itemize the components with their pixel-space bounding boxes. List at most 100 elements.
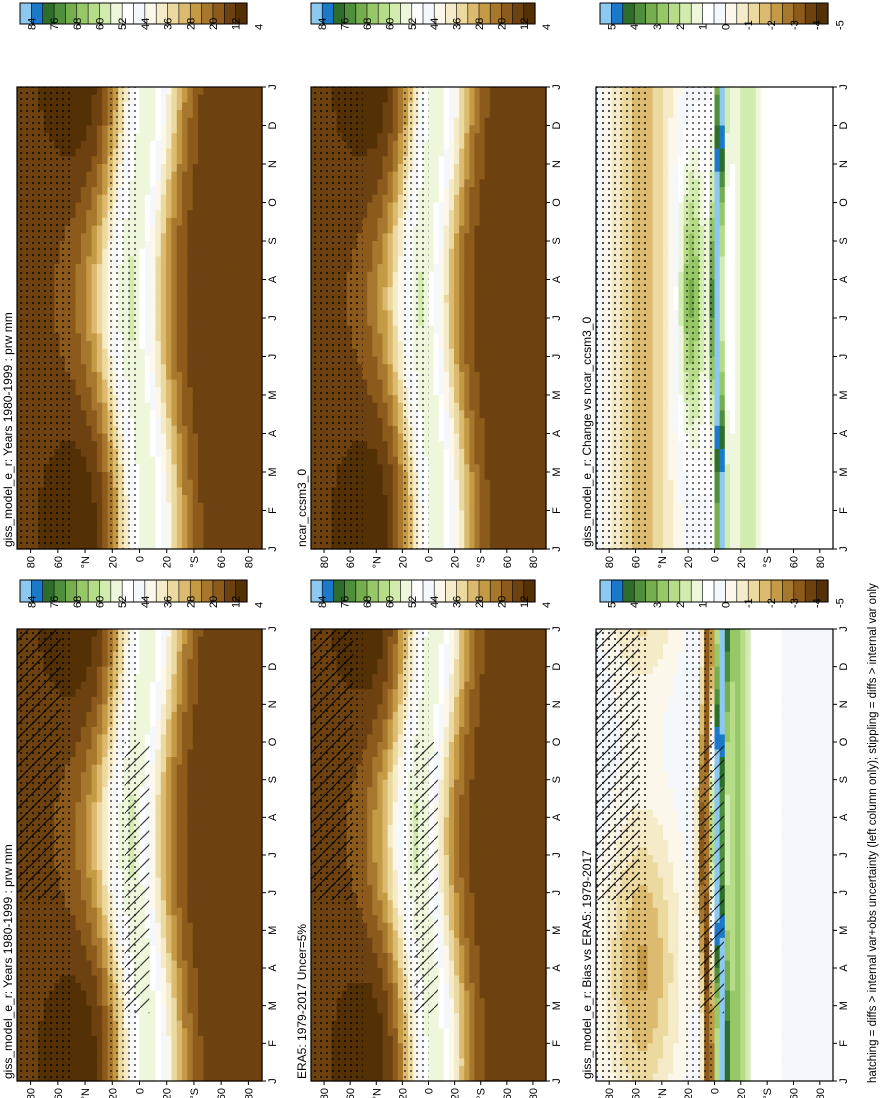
lat-tick-label: 20: [162, 1088, 174, 1098]
heatmap-cell: [80, 711, 87, 720]
heatmap-cell: [160, 960, 167, 969]
heatmap-cell: [155, 734, 162, 743]
heatmap-cell: [187, 734, 194, 743]
heatmap-cell: [91, 487, 98, 496]
heatmap-cell: [150, 256, 157, 265]
heatmap-cell: [187, 325, 194, 334]
heatmap-cell: [144, 425, 151, 435]
heatmap-cell: [203, 764, 210, 773]
heatmap-cell: [91, 395, 98, 404]
heatmap-cell: [102, 666, 109, 675]
heatmap-cell: [166, 907, 173, 916]
heatmap-cell: [235, 636, 242, 645]
heatmap-cell: [70, 318, 77, 327]
heatmap-cell: [155, 456, 162, 465]
heatmap-cell: [219, 937, 226, 946]
heatmap-cell: [70, 164, 77, 173]
heatmap-cell: [187, 975, 194, 984]
heatmap-cell: [91, 975, 98, 984]
heatmap-cell: [230, 1065, 236, 1075]
heatmap-cell: [219, 847, 226, 856]
heatmap-cell: [70, 772, 77, 781]
heatmap-cell: [150, 922, 157, 931]
heatmap-cell: [208, 885, 215, 894]
heatmap-cell: [96, 87, 103, 96]
heatmap-cell: [176, 518, 183, 527]
heatmap-cell: [155, 1065, 162, 1075]
heatmap-cell: [251, 847, 258, 856]
heatmap-cell: [235, 787, 242, 796]
heatmap-cell: [235, 885, 242, 894]
heatmap-cell: [214, 809, 220, 818]
heatmap-cell: [166, 256, 173, 265]
heatmap-cell: [96, 696, 103, 705]
heatmap-cell: [150, 102, 157, 111]
heatmap-cell: [150, 1013, 157, 1022]
heatmap-cell: [96, 533, 103, 542]
heatmap-cell: [208, 704, 215, 713]
heatmap-cell: [171, 187, 178, 196]
heatmap-cell: [96, 102, 103, 111]
heatmap-cell: [176, 448, 183, 458]
heatmap-cell: [155, 441, 162, 450]
heatmap-cell: [182, 395, 189, 404]
heatmap-cell: [166, 395, 173, 404]
heatmap-cell: [176, 809, 183, 818]
heatmap-cell: [139, 502, 146, 512]
heatmap-cell: [96, 1020, 103, 1029]
heatmap-cell: [187, 907, 194, 916]
heatmap-cell: [246, 960, 252, 969]
heatmap-cell: [176, 248, 183, 257]
heatmap-cell: [230, 930, 236, 939]
heatmap-cell: [192, 364, 199, 373]
heatmap-cell: [91, 666, 98, 675]
heatmap-cell: [86, 847, 93, 856]
heatmap-cell: [240, 749, 247, 758]
heatmap-cell: [198, 302, 205, 311]
heatmap-cell: [75, 341, 82, 350]
heatmap-cell: [150, 719, 157, 728]
heatmap-cell: [91, 387, 98, 396]
heatmap-cell: [86, 472, 93, 481]
heatmap-cell: [144, 726, 151, 736]
heatmap-cell: [155, 148, 162, 157]
heatmap-cell: [144, 395, 151, 404]
heatmap-cell: [240, 983, 247, 992]
heatmap-cell: [187, 479, 194, 488]
heatmap-cell: [166, 659, 173, 668]
heatmap-cell: [80, 922, 87, 931]
heatmap-cell: [246, 629, 252, 638]
heatmap-cell: [240, 742, 247, 751]
heatmap-cell: [203, 779, 210, 788]
heatmap-cell: [155, 862, 162, 871]
heatmap-cell: [256, 915, 263, 924]
heatmap-cell: [182, 456, 189, 465]
heatmap-cell: [203, 94, 210, 103]
heatmap-cell: [96, 179, 103, 188]
heatmap-cell: [139, 456, 146, 465]
heatmap-cell: [224, 757, 231, 766]
heatmap-cell: [246, 824, 252, 833]
heatmap-cell: [187, 877, 194, 886]
heatmap-cell: [102, 341, 109, 350]
heatmap-cell: [251, 839, 258, 849]
heatmap-cell: [91, 742, 98, 751]
heatmap-cell: [171, 341, 178, 350]
heatmap-cell: [80, 862, 87, 871]
heatmap-cell: [192, 479, 199, 488]
heatmap-cell: [198, 533, 205, 542]
heatmap-cell: [75, 171, 82, 180]
heatmap-cell: [150, 202, 157, 211]
heatmap-cell: [160, 472, 167, 481]
heatmap-cell: [144, 102, 151, 111]
heatmap-cell: [70, 472, 77, 481]
heatmap-cell: [166, 171, 173, 180]
heatmap-cell: [251, 930, 258, 939]
heatmap-cell: [144, 495, 151, 504]
heatmap-cell: [139, 271, 146, 281]
heatmap-cell: [150, 1035, 157, 1044]
heatmap-cell: [246, 787, 252, 796]
heatmap-cell: [166, 711, 173, 720]
heatmap-cell: [182, 1043, 189, 1052]
heatmap-cell: [246, 847, 252, 856]
